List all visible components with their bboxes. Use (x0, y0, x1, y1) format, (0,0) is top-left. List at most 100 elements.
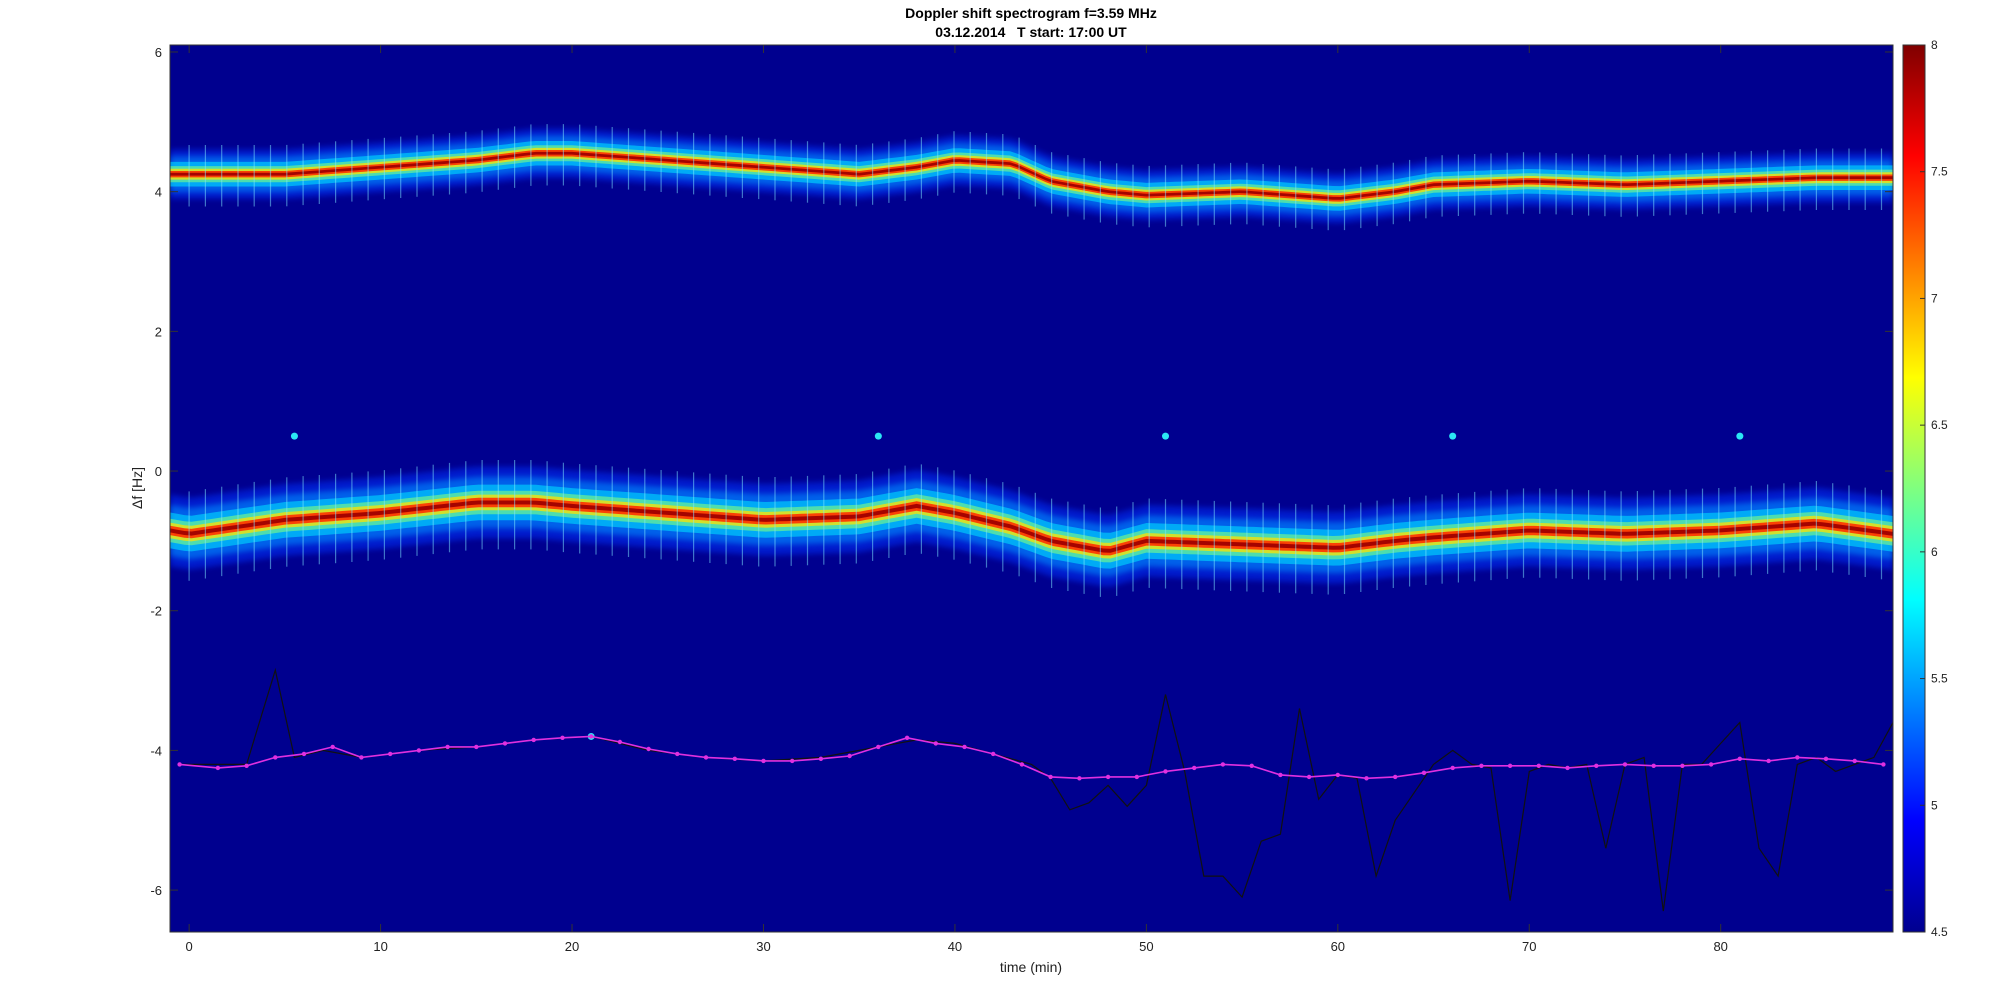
series-point (703, 755, 709, 760)
x-axis-label: time (min) (1000, 959, 1062, 975)
y-tick-label: -2 (150, 604, 162, 619)
series-point (1565, 765, 1570, 771)
series-point (1708, 762, 1714, 767)
x-axis-ticks: 0 10 20 30 40 50 60 70 80 (186, 45, 1728, 954)
series-point (474, 744, 479, 750)
colorbar-tick-label: 7 (1931, 291, 1938, 305)
series-point (818, 756, 824, 761)
series-point (359, 755, 364, 760)
colorbar-tick-label: 7.5 (1931, 165, 1948, 179)
hotspot-point (1736, 432, 1744, 440)
series-point (1220, 762, 1226, 767)
series-point (1881, 762, 1886, 767)
series-point (646, 746, 651, 752)
colorbar-tick-label: 5 (1931, 798, 1938, 812)
hotspot-point (1162, 432, 1170, 440)
colorbar-tick-label: 4.5 (1931, 925, 1948, 939)
series-point (1852, 758, 1857, 764)
series-point (847, 753, 852, 759)
series-point (1278, 772, 1283, 778)
series-point (732, 756, 737, 761)
colorbar (1902, 44, 1926, 933)
series-point (1737, 756, 1743, 761)
series-point (1479, 763, 1484, 768)
series-layer (177, 667, 1893, 912)
y-axis-label: Δf [Hz] (129, 467, 145, 509)
band-upper (170, 124, 1893, 231)
series-point (1249, 763, 1254, 768)
series-point (330, 744, 335, 750)
series-point (1823, 756, 1829, 761)
series-magenta (177, 734, 1886, 781)
series-point (1335, 772, 1341, 778)
y-tick-label: -4 (150, 743, 162, 758)
series-point (962, 744, 967, 750)
series-point (1163, 769, 1168, 774)
hotspot-point (874, 432, 882, 440)
series-point (1594, 763, 1599, 768)
plot-frame (169, 44, 1894, 933)
y-tick-label: 4 (155, 185, 162, 200)
series-point (1622, 762, 1628, 767)
series-point (1651, 763, 1656, 768)
x-tick-label: 20 (565, 939, 579, 954)
series-point (445, 744, 450, 750)
series-point (1393, 774, 1398, 780)
series-point (876, 744, 881, 750)
series-point (1795, 755, 1800, 760)
colorbar-tick-label: 6.5 (1931, 418, 1948, 432)
spectral-bands (170, 124, 1893, 597)
series-point (215, 765, 221, 771)
band-lower (170, 460, 1893, 597)
series-point (1364, 776, 1369, 781)
x-tick-label: 30 (756, 939, 770, 954)
series-point (1421, 770, 1427, 775)
series-point (1680, 763, 1685, 768)
series-point (617, 739, 623, 745)
series-point (531, 737, 536, 743)
series-point (1134, 774, 1140, 780)
x-tick-label: 80 (1713, 939, 1727, 954)
series-point (991, 751, 996, 757)
band-layer-5 (170, 497, 1893, 556)
band-layer-4 (170, 147, 1893, 204)
x-tick-label: 40 (948, 939, 962, 954)
series-point (388, 751, 393, 757)
series-point (675, 751, 680, 757)
series-point (1536, 763, 1542, 768)
series-point (589, 734, 594, 739)
colorbar-tick-label: 5.5 (1931, 672, 1948, 686)
series-point (761, 758, 766, 764)
series-point (790, 758, 795, 764)
series-point (1306, 774, 1312, 780)
series-point (1019, 762, 1025, 767)
y-tick-label: 2 (155, 324, 162, 339)
series-point (1048, 774, 1053, 780)
series-point (933, 741, 938, 746)
band-streaks (188, 124, 1883, 231)
x-tick-label: 70 (1522, 939, 1536, 954)
series-point (904, 735, 910, 740)
x-tick-label: 0 (186, 939, 193, 954)
x-tick-label: 10 (373, 939, 387, 954)
series-point (177, 762, 182, 767)
band-streaks (188, 460, 1883, 597)
y-tick-label: -6 (150, 883, 162, 898)
series-line (179, 735, 1884, 780)
series-point (1450, 765, 1455, 771)
y-tick-label: 6 (155, 45, 162, 60)
hotspot-point (1449, 432, 1457, 440)
hotspot-point (290, 432, 298, 440)
chart-title: Doppler shift spectrogram f=3.59 MHz (905, 5, 1157, 21)
x-tick-label: 60 (1331, 939, 1345, 954)
series-point (244, 763, 249, 768)
chart-subtitle: 03.12.2014 T start: 17:00 UT (935, 24, 1127, 40)
series-point (301, 751, 307, 757)
series-point (273, 755, 278, 760)
series-point (560, 735, 565, 740)
colorbar-tick-label: 6 (1931, 545, 1938, 559)
series-point (1077, 776, 1082, 781)
series-point (416, 748, 422, 753)
spectral-hotspots (290, 432, 1744, 740)
